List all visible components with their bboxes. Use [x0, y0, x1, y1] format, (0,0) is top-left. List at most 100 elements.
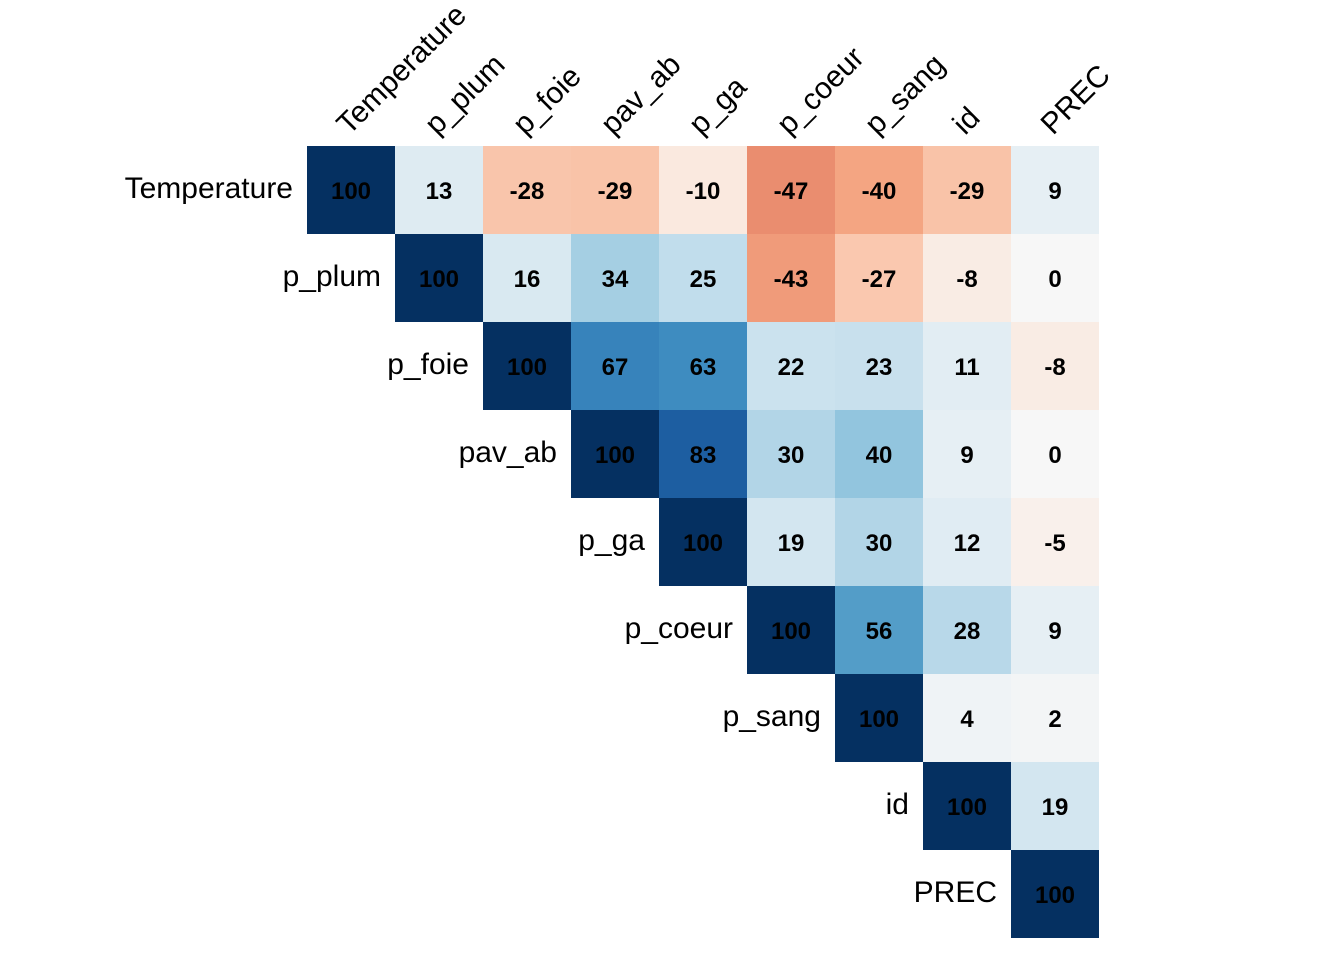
heatmap-cell: [747, 498, 835, 586]
heatmap-cell: [1011, 586, 1099, 674]
cell-value-label: 0: [1048, 442, 1061, 469]
heatmap-cell: [1011, 234, 1099, 322]
cell-value-label: 63: [690, 354, 717, 381]
heatmap-cell: [395, 234, 483, 322]
column-label: PREC: [1035, 59, 1117, 141]
row-label: Temperature: [125, 172, 293, 205]
heatmap-cell: [747, 410, 835, 498]
cell-value-label: -8: [956, 266, 977, 293]
cell-value-label: 9: [960, 442, 973, 469]
heatmap-cell: [659, 234, 747, 322]
heatmap-cell: [483, 234, 571, 322]
heatmap-cell: [923, 498, 1011, 586]
column-label: id: [947, 101, 987, 141]
heatmap-cell: [835, 234, 923, 322]
row-label: p_foie: [387, 348, 469, 381]
cell-value-label: 2: [1048, 706, 1061, 733]
heatmap-cell: [835, 146, 923, 234]
cell-value-label: 100: [771, 618, 811, 645]
row-labels: Temperature p_plum p_foie pav_ab p_ga p_coeur…: [125, 172, 997, 909]
cell-value-label: 4: [960, 706, 974, 733]
cell-value-label: -10: [686, 178, 721, 205]
heatmap-cell: [571, 410, 659, 498]
cell-value-label: 40: [866, 442, 893, 469]
heatmap-cell: [835, 586, 923, 674]
cell-value-label: -28: [510, 178, 545, 205]
cell-value-label: 28: [954, 618, 981, 645]
row-label: p_plum: [283, 260, 381, 293]
heatmap-cell: [1011, 322, 1099, 410]
cell-value-label: 11: [954, 354, 979, 381]
cell-value-label: 0: [1048, 266, 1061, 293]
cell-value-label: -43: [774, 266, 809, 293]
cell-value-label: 23: [866, 354, 893, 381]
row-label: id: [886, 788, 909, 821]
heatmap-cell: [395, 146, 483, 234]
heatmap-cell: [659, 498, 747, 586]
heatmap-cell: [747, 322, 835, 410]
cell-value-label: 34: [602, 266, 629, 293]
heatmap-cell: [835, 498, 923, 586]
cell-value-label: 30: [778, 442, 805, 469]
heatmap-cell: [923, 234, 1011, 322]
row-label: p_coeur: [625, 612, 733, 645]
cell-value-label: -47: [774, 178, 809, 205]
heatmap-cell: [747, 146, 835, 234]
cell-value-label: -29: [950, 178, 985, 205]
cell-value-label: 100: [947, 794, 987, 821]
cell-value-label: 13: [426, 178, 453, 205]
heatmap-cell: [1011, 146, 1099, 234]
cell-value-label: 100: [507, 354, 547, 381]
heatmap-cell: [659, 146, 747, 234]
heatmap-cell: [483, 146, 571, 234]
row-label: p_sang: [723, 700, 821, 733]
cell-value-label: 56: [866, 618, 893, 645]
heatmap-cell: [1011, 674, 1099, 762]
heatmap-cell: [923, 586, 1011, 674]
column-label: pav_ab: [595, 48, 688, 141]
cell-value-label: 19: [778, 530, 805, 557]
column-label: p_foie: [507, 60, 588, 141]
heatmap-cell: [835, 674, 923, 762]
cell-value-label: 100: [683, 530, 723, 557]
heatmap-cell: [659, 410, 747, 498]
cell-value-label: 19: [1042, 794, 1069, 821]
heatmap-cell: [483, 322, 571, 410]
heatmap-cell: [747, 586, 835, 674]
heatmap-cell: [835, 410, 923, 498]
heatmap-cell: [571, 322, 659, 410]
heatmap-cells: [307, 146, 1099, 938]
heatmap-cell: [923, 146, 1011, 234]
cell-value-label: 30: [866, 530, 893, 557]
heatmap-cell: [835, 322, 923, 410]
heatmap-cell: [923, 410, 1011, 498]
cell-value-label: -27: [862, 266, 897, 293]
heatmap-cell: [307, 146, 395, 234]
column-label: p_coeur: [771, 41, 871, 141]
cell-value-label: 100: [419, 266, 459, 293]
cell-value-label: 12: [954, 530, 981, 557]
cell-value-label: 100: [859, 706, 899, 733]
heatmap-cell: [923, 762, 1011, 850]
cell-value-label: 16: [514, 266, 541, 293]
heatmap-cell: [1011, 498, 1099, 586]
row-label: pav_ab: [459, 436, 557, 469]
cell-value-label: 83: [690, 442, 717, 469]
column-label: p_sang: [859, 48, 952, 141]
heatmap-cell: [571, 146, 659, 234]
cell-value-label: -40: [862, 178, 897, 205]
cell-value-label: 67: [602, 354, 629, 381]
cell-value-label: -8: [1044, 354, 1065, 381]
cell-value-label: 22: [778, 354, 805, 381]
heatmap-cell: [1011, 762, 1099, 850]
column-label: p_ga: [683, 70, 754, 141]
cell-value-label: -5: [1044, 530, 1065, 557]
cell-value-label: 100: [331, 178, 371, 205]
heatmap-cell: [923, 322, 1011, 410]
heatmap-cell: [747, 234, 835, 322]
cell-value-label: -29: [598, 178, 633, 205]
cell-value-label: 100: [1035, 882, 1075, 909]
heatmap-cell: [1011, 410, 1099, 498]
